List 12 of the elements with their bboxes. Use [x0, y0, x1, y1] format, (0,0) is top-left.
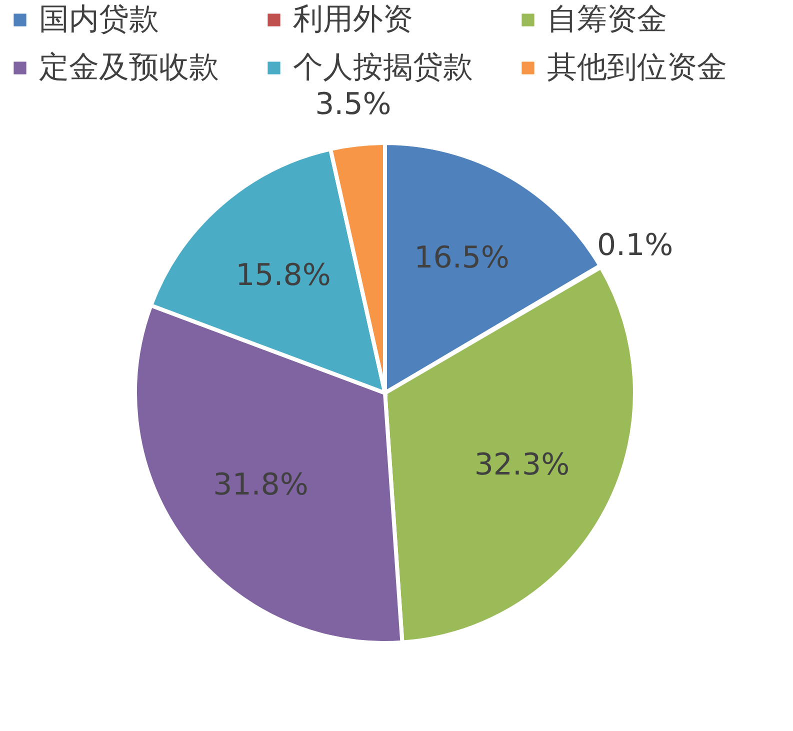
legend-label: 国内贷款 — [39, 2, 159, 37]
data-label: 3.5% — [315, 86, 392, 122]
data-label: 31.8% — [213, 468, 308, 503]
legend-label: 其他到位资金 — [547, 50, 727, 85]
data-label: 0.1% — [596, 228, 674, 264]
data-label: 32.3% — [474, 448, 570, 483]
data-label: 16.5% — [414, 240, 510, 276]
data-label: 15.8% — [236, 258, 331, 294]
legend-label: 定金及预收款 — [39, 50, 219, 85]
legend-label: 个人按揭贷款 — [293, 50, 473, 85]
legend-label: 自筹资金 — [547, 2, 667, 37]
legend-label: 利用外资 — [293, 2, 413, 37]
